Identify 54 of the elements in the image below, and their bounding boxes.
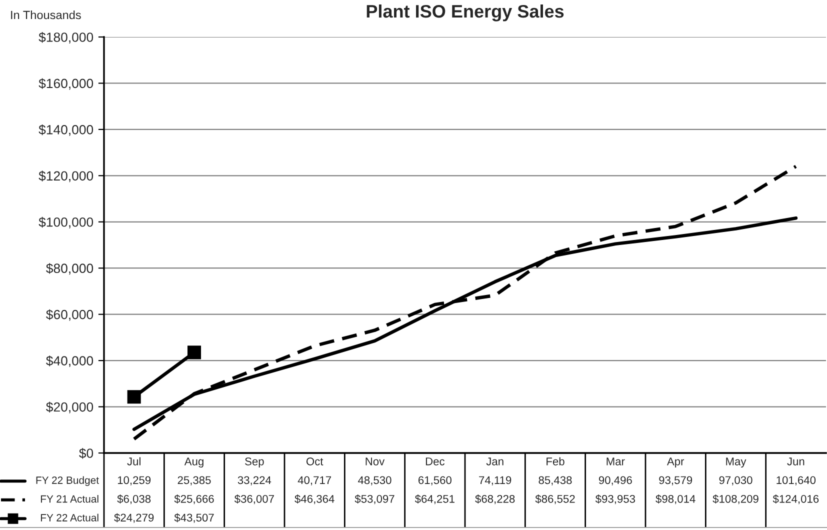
data-label: $93,953: [595, 494, 636, 504]
x-tick-label: Mar: [606, 458, 625, 466]
data-label: $53,097: [354, 494, 394, 504]
data-label: 25,385: [178, 476, 211, 486]
x-tick-label: Jan: [486, 458, 504, 466]
legend-label: FY 22 Actual: [40, 514, 98, 522]
y-tick-label: $140,000: [38, 124, 94, 136]
y-tick-label: $120,000: [38, 170, 94, 182]
line-series: [132, 164, 798, 441]
data-label: $108,209: [712, 494, 758, 504]
data-label: 61,560: [418, 476, 452, 486]
legend-label: FY 22 Budget: [36, 476, 99, 486]
data-label: $86,552: [535, 494, 575, 504]
data-label: 74,119: [479, 476, 512, 486]
chart-title: Plant ISO Energy Sales: [366, 4, 564, 22]
x-tick-label: Aug: [184, 458, 204, 468]
data-label: 97,030: [719, 476, 752, 486]
y-tick-label: $180,000: [38, 32, 94, 44]
y-tick-label: $60,000: [46, 309, 94, 321]
data-label: $64,251: [414, 494, 454, 504]
x-tick-label: Apr: [666, 458, 684, 468]
y-tick-label: $160,000: [38, 78, 94, 90]
data-label: $36,007: [234, 494, 274, 504]
y-tick-label: $20,000: [46, 402, 94, 414]
data-label: 40,717: [298, 476, 332, 486]
data-label: $43,507: [174, 513, 214, 523]
data-label: $24,279: [114, 513, 154, 523]
data-label: $68,228: [475, 494, 515, 504]
x-tick-label: Dec: [426, 458, 445, 466]
data-label: 33,224: [238, 476, 272, 486]
y-tick-label: $80,000: [46, 263, 94, 275]
data-label: 101,640: [776, 476, 816, 486]
x-tick-label: Feb: [546, 457, 564, 466]
data-label: $46,364: [294, 494, 334, 504]
data-label: 85,438: [538, 476, 572, 486]
x-tick-label: Oct: [306, 457, 324, 466]
legend-label: FY 21 Actual: [40, 495, 98, 503]
data-label: 48,530: [358, 476, 392, 486]
data-label: 90,496: [598, 476, 632, 486]
y-tick-label: $40,000: [46, 356, 94, 368]
data-label: $25,666: [174, 494, 214, 504]
data-label: $98,014: [656, 494, 696, 504]
data-label: 10,259: [118, 476, 151, 486]
data-label: $6,038: [117, 494, 151, 504]
x-tick-label: Jul: [127, 457, 140, 466]
x-tick-label: Jun: [787, 458, 804, 466]
data-label: $124,016: [772, 494, 819, 504]
y-tick-label: $0: [79, 448, 94, 459]
x-tick-label: Nov: [366, 458, 385, 466]
data-label: 93,579: [659, 476, 692, 486]
x-tick-label: May: [726, 458, 746, 468]
x-tick-label: Sep: [245, 457, 264, 468]
y-axis-title: In Thousands: [11, 10, 81, 20]
y-tick-label: $100,000: [38, 216, 94, 228]
